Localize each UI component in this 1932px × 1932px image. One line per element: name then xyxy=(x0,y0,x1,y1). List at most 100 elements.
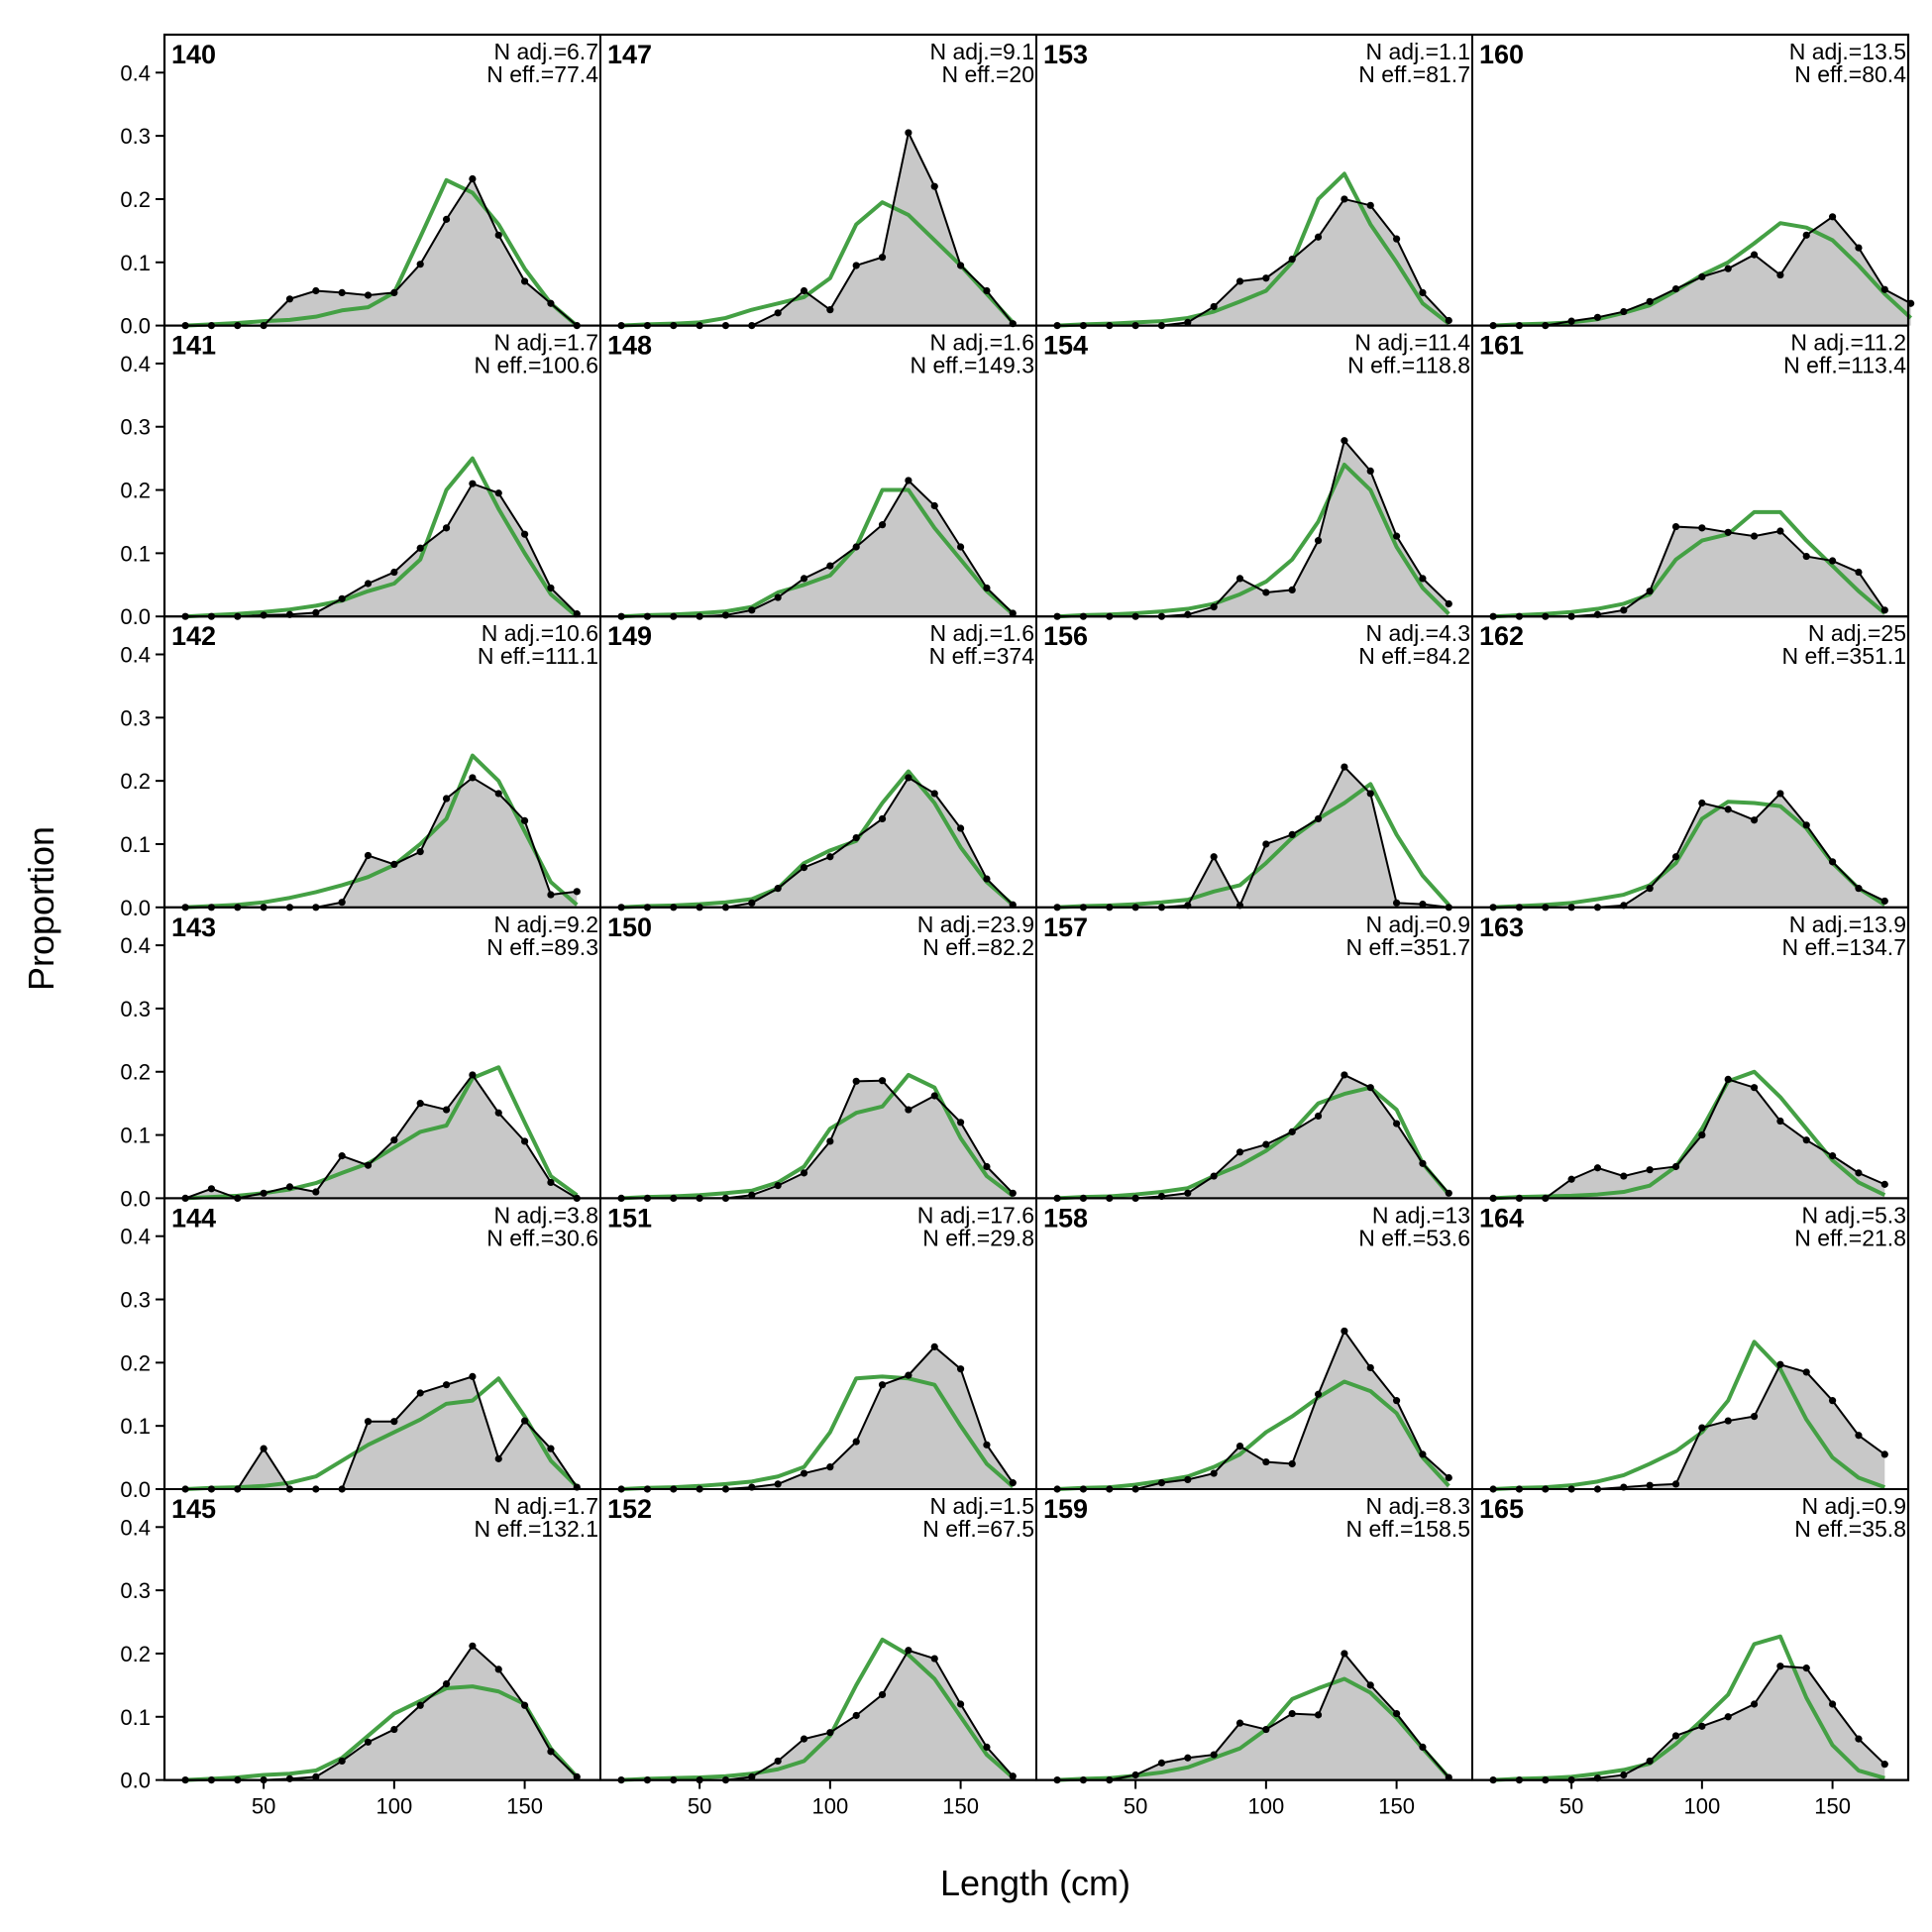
n-eff-label: N eff.=89.3 xyxy=(486,934,598,960)
y-tick-label: 0.4 xyxy=(120,933,151,958)
observed-point xyxy=(1750,1700,1759,1708)
y-tick-label: 0.3 xyxy=(120,124,151,149)
observed-point xyxy=(1419,1743,1427,1752)
observed-point xyxy=(852,1077,860,1085)
observed-point xyxy=(1210,1469,1218,1477)
observed-point xyxy=(1009,609,1017,617)
panel-id: 144 xyxy=(171,1203,216,1233)
n-eff-label: N eff.=351.7 xyxy=(1345,934,1470,960)
y-tick-label: 0.1 xyxy=(120,251,151,275)
observed-point xyxy=(1341,1071,1348,1079)
panel-159: 159 N adj.=8.3N eff.=158.5 xyxy=(1035,1488,1473,1784)
observed-point xyxy=(494,1109,502,1117)
n-eff-label: N eff.=30.6 xyxy=(486,1225,598,1250)
y-tick-label: 0.3 xyxy=(120,1578,151,1603)
n-eff-label: N eff.=158.5 xyxy=(1345,1516,1470,1542)
observed-point xyxy=(748,1191,756,1199)
expected-line xyxy=(1056,1085,1450,1201)
observed-point xyxy=(442,1679,451,1688)
n-eff-label: N eff.=111.1 xyxy=(478,643,598,669)
n-adj-label: N adj.=0.9 xyxy=(1366,912,1471,937)
n-adj-label: N adj.=1.1 xyxy=(1366,39,1471,64)
observed-point xyxy=(364,1738,373,1746)
observed-area xyxy=(185,483,578,617)
panel-id: 161 xyxy=(1479,331,1524,361)
panel-157: 157 N adj.=0.9N eff.=351.7 xyxy=(1035,906,1473,1202)
observed-point xyxy=(852,262,860,269)
observed-point xyxy=(469,480,477,487)
panel-142: 142 N adj.=10.6N eff.=111.1 xyxy=(163,615,601,912)
observed-point xyxy=(1341,763,1348,771)
observed-point xyxy=(1724,265,1732,272)
observed-point xyxy=(1567,1175,1575,1183)
n-eff-label: N eff.=132.1 xyxy=(474,1516,598,1542)
axes: 0.0 0.1 0.2 0.3 0.4 0.0 0.1 0.2 0.3 0.4 0.0 0.1 0.2 0… xyxy=(120,33,1910,1819)
n-adj-label: N adj.=1.5 xyxy=(930,1493,1035,1519)
panel-149: 149 N adj.=1.6N eff.=374 xyxy=(599,615,1037,912)
observed-point xyxy=(547,584,555,592)
n-eff-label: N eff.=21.8 xyxy=(1794,1225,1906,1250)
panel-id: 164 xyxy=(1479,1203,1524,1233)
observed-point xyxy=(1445,599,1452,608)
observed-point xyxy=(1392,899,1401,907)
panel-id: 156 xyxy=(1043,621,1088,651)
observed-point xyxy=(1855,568,1863,577)
panel-id: 165 xyxy=(1479,1494,1524,1524)
y-tick-label: 0.2 xyxy=(120,1642,151,1666)
observed-point xyxy=(469,1071,477,1079)
observed-point xyxy=(930,1092,938,1100)
panel-id: 158 xyxy=(1043,1203,1088,1233)
observed-point xyxy=(800,286,808,295)
n-adj-label: N adj.=17.6 xyxy=(917,1202,1034,1228)
y-tick-label: 0.0 xyxy=(120,314,151,339)
observed-point xyxy=(207,1185,216,1193)
expected-line xyxy=(184,1376,579,1491)
observed-point xyxy=(1724,1075,1732,1084)
n-eff-label: N eff.=20 xyxy=(941,61,1034,87)
panel-160: 160 N adj.=13.5N eff.=80.4 xyxy=(1471,34,1915,330)
observed-point xyxy=(1671,1162,1680,1171)
observed-area xyxy=(185,1074,578,1199)
panel-161: 161 N adj.=11.2N eff.=113.4 xyxy=(1471,324,1909,620)
observed-point xyxy=(520,1417,529,1425)
observed-point xyxy=(312,1188,320,1196)
n-eff-label: N eff.=81.7 xyxy=(1358,61,1470,87)
expected-line xyxy=(1492,509,1886,619)
x-tick-label: 100 xyxy=(1247,1794,1284,1819)
observed-point xyxy=(494,1665,502,1673)
x-tick-label: 100 xyxy=(376,1794,412,1819)
observed-point xyxy=(1593,1164,1602,1172)
n-adj-label: N adj.=4.3 xyxy=(1366,620,1471,646)
observed-point xyxy=(1445,1189,1452,1197)
observed-point xyxy=(338,1152,346,1160)
observed-point xyxy=(1828,1397,1837,1405)
observed-point xyxy=(1288,1709,1296,1718)
observed-point xyxy=(364,1418,373,1426)
expected-line xyxy=(184,1684,579,1782)
observed-area xyxy=(185,1646,578,1780)
x-tick-label: 50 xyxy=(1559,1794,1583,1819)
observed-point xyxy=(1288,255,1296,264)
observed-point xyxy=(826,1463,834,1471)
observed-point xyxy=(442,1381,451,1389)
expected-line xyxy=(184,1065,579,1201)
y-tick-label: 0.0 xyxy=(120,896,151,920)
observed-point xyxy=(547,1748,555,1756)
y-tick-label: 0.4 xyxy=(120,642,151,667)
n-eff-label: N eff.=82.2 xyxy=(922,934,1034,960)
observed-point xyxy=(826,1729,834,1737)
observed-line xyxy=(184,1073,578,1200)
observed-point xyxy=(905,129,912,137)
observed-point xyxy=(1419,1159,1427,1167)
expected-line xyxy=(1492,1340,1885,1491)
y-tick-label: 0.2 xyxy=(120,769,151,794)
observed-point xyxy=(878,1381,887,1389)
y-tick-label: 0.4 xyxy=(120,352,151,376)
observed-point xyxy=(1419,288,1427,297)
observed-area xyxy=(1057,1653,1449,1780)
panel-147: 147 N adj.=9.1N eff.=20 xyxy=(599,34,1037,330)
panel-id: 142 xyxy=(171,621,216,651)
observed-point xyxy=(338,594,346,602)
y-tick-label: 0.2 xyxy=(120,1350,151,1375)
observed-point xyxy=(1262,1725,1270,1734)
